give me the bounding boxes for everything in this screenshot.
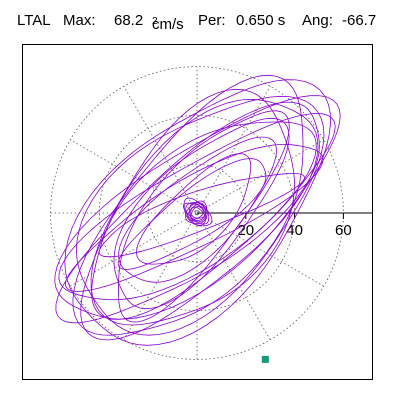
trace-loop-21 <box>58 113 336 301</box>
plot-header: LTAL Max: 68.2 cm/s 2 Per: 0.650 s Ang: -… <box>17 12 377 33</box>
trace-loop-16 <box>75 95 325 336</box>
trace-loop-7 <box>190 206 205 219</box>
angle-value: -66.7 <box>342 12 377 29</box>
trace-loop-22 <box>64 79 331 346</box>
trace-loop-15 <box>54 95 341 320</box>
trace-loop-23 <box>98 173 306 258</box>
axis-tick-label-40: 40 <box>286 222 303 239</box>
max-label: Max: <box>63 12 96 29</box>
station-code: LTAL <box>17 12 51 29</box>
end-point-marker <box>261 355 269 363</box>
period-label: Per: <box>198 12 226 29</box>
trace-loop-14 <box>72 74 304 336</box>
angle-label: Ang: <box>302 12 333 29</box>
axis-tick-label-60: 60 <box>335 222 352 239</box>
trace-loop-5 <box>189 202 207 223</box>
max-unit-exponent: 2 <box>152 16 158 27</box>
grid-spoke-150 <box>70 139 324 287</box>
trace-loop-9 <box>118 136 277 283</box>
plot-frame <box>22 44 373 380</box>
trace-loop-6 <box>183 197 213 227</box>
trace-loop-10 <box>113 117 290 310</box>
trace-loop-17 <box>118 110 290 323</box>
trace-loop-12 <box>80 98 319 341</box>
period-value: 0.650 s <box>236 12 286 29</box>
trace-loop-18 <box>64 144 324 292</box>
trace-loop-13 <box>55 101 320 324</box>
grid-spoke-60 <box>123 86 271 340</box>
trace-loop-20 <box>90 88 295 326</box>
end-marker <box>261 355 269 363</box>
trace-loop-19 <box>117 158 267 270</box>
grid-spoke-120 <box>123 86 271 340</box>
max-value: 68.2 <box>114 12 144 29</box>
motion-trace <box>54 74 341 346</box>
